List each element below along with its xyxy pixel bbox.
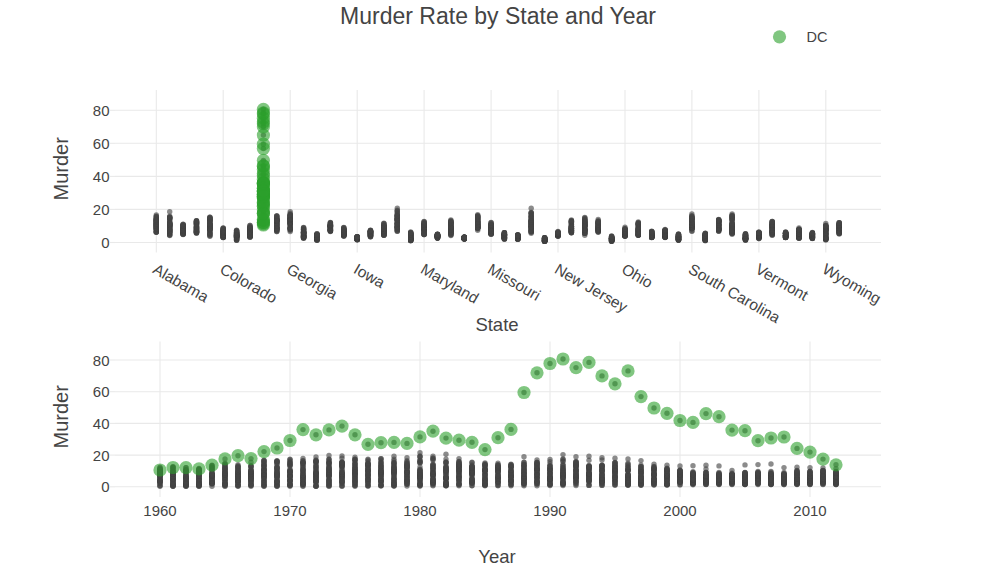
svg-text:Murder Rate by State and Year: Murder Rate by State and Year [340,3,656,29]
svg-text:1990: 1990 [533,502,566,519]
svg-text:2000: 2000 [663,502,696,519]
svg-text:80: 80 [93,102,110,119]
svg-text:State: State [475,314,518,335]
svg-text:Year: Year [478,546,515,567]
svg-text:1970: 1970 [273,502,306,519]
svg-text:1960: 1960 [143,502,176,519]
svg-text:40: 40 [93,415,110,432]
svg-text:Murder: Murder [50,137,72,201]
svg-text:2010: 2010 [793,502,826,519]
svg-text:Murder: Murder [50,385,72,449]
svg-text:0: 0 [101,234,109,251]
svg-text:20: 20 [93,201,110,218]
svg-text:60: 60 [93,135,110,152]
svg-text:60: 60 [93,383,110,400]
svg-text:40: 40 [93,168,110,185]
svg-text:20: 20 [93,447,110,464]
svg-text:0: 0 [101,478,109,495]
svg-text:DC: DC [807,29,828,45]
svg-text:80: 80 [93,352,110,369]
svg-text:1980: 1980 [403,502,436,519]
